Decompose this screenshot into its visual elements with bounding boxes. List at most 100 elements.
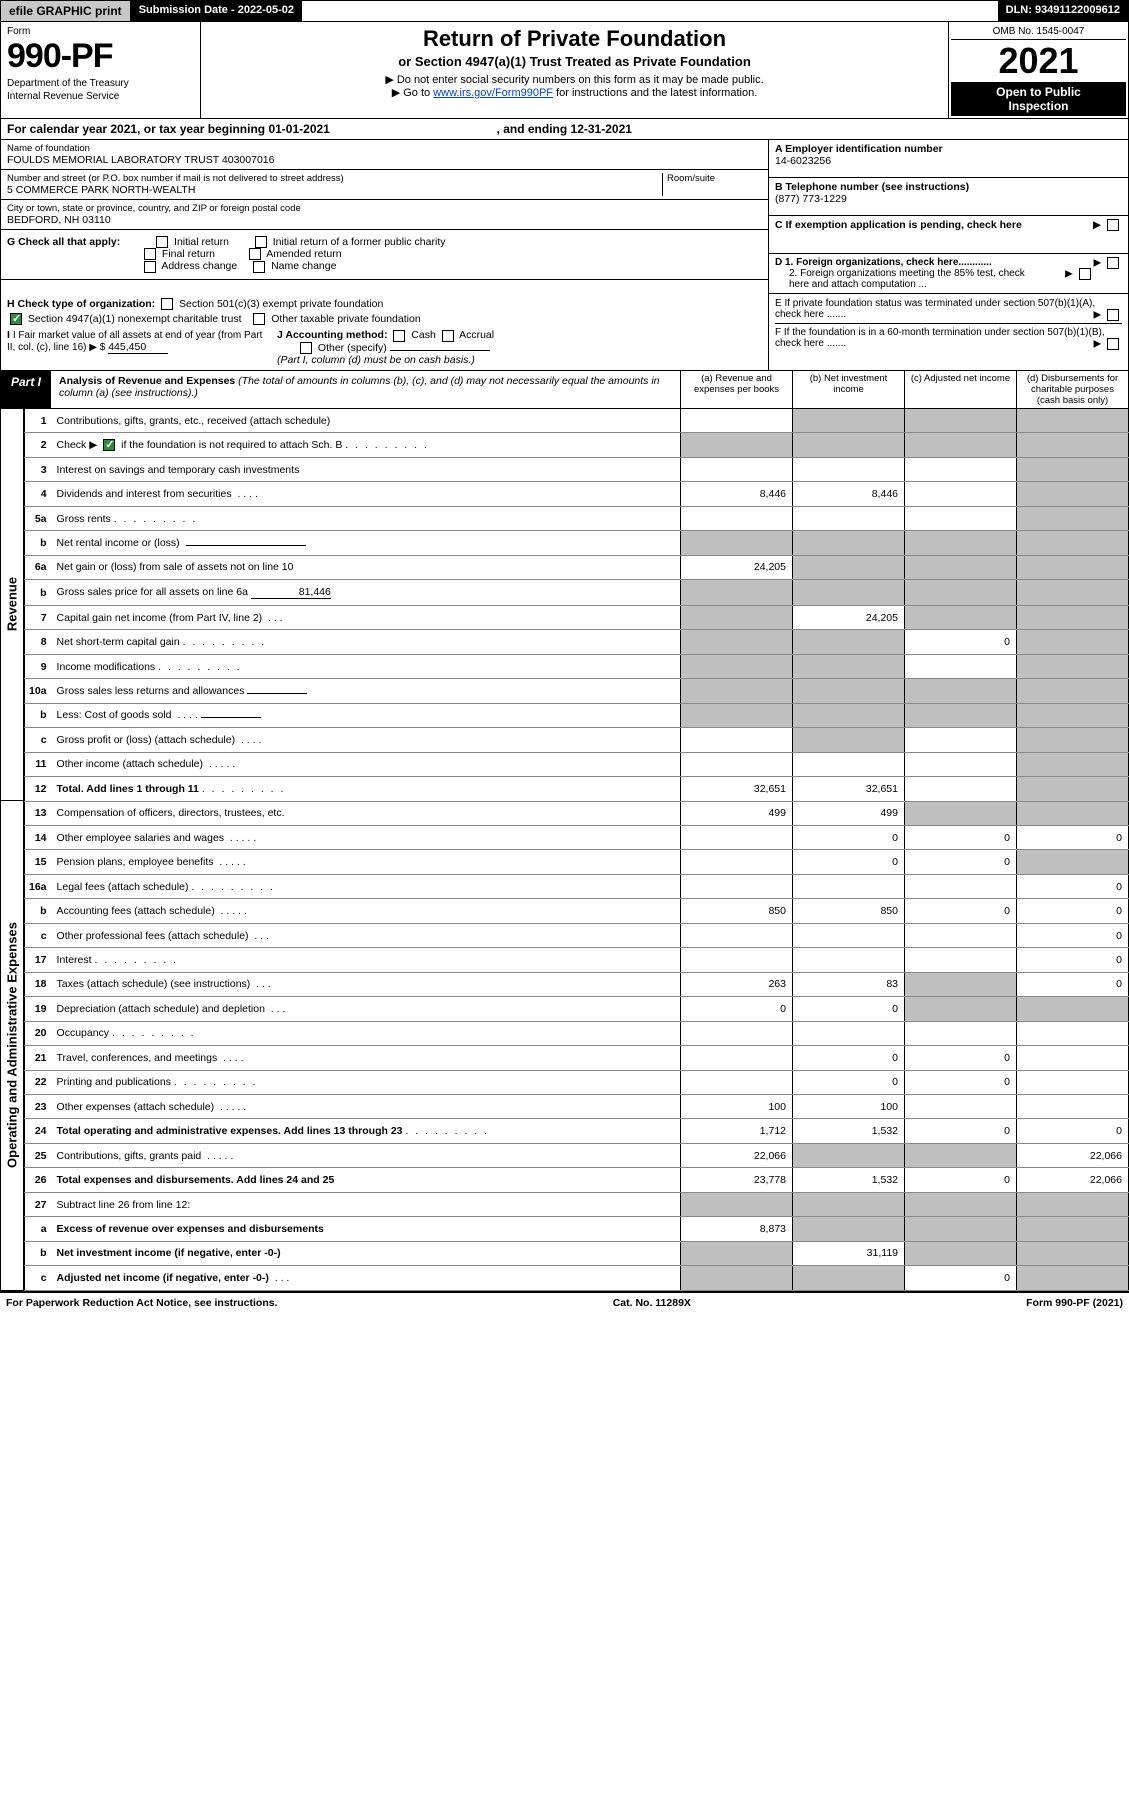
expenses-side-label: Operating and Administrative Expenses bbox=[0, 801, 24, 1291]
calendar-year-row: For calendar year 2021, or tax year begi… bbox=[0, 119, 1129, 140]
4947a1-check[interactable] bbox=[10, 313, 22, 325]
amended-return-check[interactable] bbox=[249, 248, 261, 260]
submission-date: Submission Date - 2022-05-02 bbox=[131, 1, 302, 21]
table-row: 13Compensation of officers, directors, t… bbox=[25, 801, 1129, 825]
table-row: cGross profit or (loss) (attach schedule… bbox=[25, 728, 1129, 752]
initial-return-check[interactable] bbox=[156, 236, 168, 248]
d-check-cell: D 1. Foreign organizations, check here..… bbox=[769, 254, 1128, 294]
table-row: 20Occupancy bbox=[25, 1021, 1129, 1045]
form-header: Form 990-PF Department of the Treasury I… bbox=[0, 22, 1129, 119]
table-row: aExcess of revenue over expenses and dis… bbox=[25, 1217, 1129, 1241]
table-row: 9Income modifications bbox=[25, 654, 1129, 678]
form-ref: Form 990-PF (2021) bbox=[1026, 1297, 1123, 1309]
table-row: 26Total expenses and disbursements. Add … bbox=[25, 1168, 1129, 1192]
form-label: Form bbox=[7, 26, 194, 37]
page-footer: For Paperwork Reduction Act Notice, see … bbox=[0, 1291, 1129, 1313]
form-id-box: Form 990-PF Department of the Treasury I… bbox=[1, 22, 201, 118]
table-row: 21Travel, conferences, and meetings . . … bbox=[25, 1046, 1129, 1070]
table-row: bNet investment income (if negative, ent… bbox=[25, 1241, 1129, 1265]
form-number: 990-PF bbox=[7, 37, 194, 76]
form-title: Return of Private Foundation bbox=[209, 26, 940, 52]
fmv-value: 445,450 bbox=[108, 341, 168, 354]
open-public-badge: Open to PublicInspection bbox=[951, 82, 1126, 116]
table-row: 4Dividends and interest from securities … bbox=[25, 482, 1129, 506]
dept-label: Department of the Treasury bbox=[7, 78, 194, 89]
ein-cell: A Employer identification number 14-6023… bbox=[769, 140, 1128, 178]
exemption-pending-check[interactable] bbox=[1107, 219, 1119, 231]
table-row: 14Other employee salaries and wages . . … bbox=[25, 826, 1129, 850]
table-row: 3Interest on savings and temporary cash … bbox=[25, 457, 1129, 481]
paperwork-notice: For Paperwork Reduction Act Notice, see … bbox=[6, 1297, 278, 1309]
other-taxable-check[interactable] bbox=[253, 313, 265, 325]
table-row: bLess: Cost of goods sold . . . . bbox=[25, 703, 1129, 727]
col-a-head: (a) Revenue and expenses per books bbox=[680, 371, 792, 408]
table-row: 16aLegal fees (attach schedule) 0 bbox=[25, 874, 1129, 898]
other-method-check[interactable] bbox=[300, 342, 312, 354]
instr-1: ▶ Do not enter social security numbers o… bbox=[209, 73, 940, 86]
part1-table: 1Contributions, gifts, grants, etc., rec… bbox=[24, 409, 1129, 1291]
sch-b-check[interactable] bbox=[103, 439, 115, 451]
cash-check[interactable] bbox=[393, 330, 405, 342]
table-row: bGross sales price for all assets on lin… bbox=[25, 580, 1129, 606]
tax-year: 2021 bbox=[951, 40, 1126, 82]
phone-cell: B Telephone number (see instructions) (8… bbox=[769, 178, 1128, 216]
g-checks: G Check all that apply: Initial return I… bbox=[1, 230, 768, 280]
table-row: 7Capital gain net income (from Part IV, … bbox=[25, 605, 1129, 629]
60-month-check[interactable] bbox=[1107, 338, 1119, 350]
table-row: bNet rental income or (loss) bbox=[25, 531, 1129, 555]
c-check-cell: C If exemption application is pending, c… bbox=[769, 216, 1128, 254]
name-change-check[interactable] bbox=[253, 261, 265, 273]
table-row: 10aGross sales less returns and allowanc… bbox=[25, 679, 1129, 703]
table-row: 1Contributions, gifts, grants, etc., rec… bbox=[25, 409, 1129, 433]
table-row: 27Subtract line 26 from line 12: bbox=[25, 1192, 1129, 1216]
address-cell: Number and street (or P.O. box number if… bbox=[1, 170, 768, 200]
table-row: 15Pension plans, employee benefits . . .… bbox=[25, 850, 1129, 874]
table-row: 18Taxes (attach schedule) (see instructi… bbox=[25, 972, 1129, 996]
table-row: bAccounting fees (attach schedule) . . .… bbox=[25, 899, 1129, 923]
table-row: 22Printing and publications 00 bbox=[25, 1070, 1129, 1094]
cat-no: Cat. No. 11289X bbox=[613, 1297, 691, 1309]
entity-info: Name of foundation FOULDS MEMORIAL LABOR… bbox=[0, 140, 1129, 294]
section-h-i-j: H Check type of organization: Section 50… bbox=[0, 294, 1129, 371]
table-row: 11Other income (attach schedule) . . . .… bbox=[25, 752, 1129, 776]
table-row: 12Total. Add lines 1 through 11 32,65132… bbox=[25, 777, 1129, 801]
top-bar: efile GRAPHIC print Submission Date - 20… bbox=[0, 0, 1129, 22]
form-title-box: Return of Private Foundation or Section … bbox=[201, 22, 948, 118]
part1-header: Part I Analysis of Revenue and Expenses … bbox=[0, 371, 1129, 409]
table-row: cOther professional fees (attach schedul… bbox=[25, 923, 1129, 947]
table-row: 17Interest 0 bbox=[25, 948, 1129, 972]
final-return-check[interactable] bbox=[144, 248, 156, 260]
revenue-side-label: Revenue bbox=[0, 409, 24, 801]
foundation-name-cell: Name of foundation FOULDS MEMORIAL LABOR… bbox=[1, 140, 768, 170]
part1-table-wrap: Revenue Operating and Administrative Exp… bbox=[0, 409, 1129, 1291]
accrual-check[interactable] bbox=[442, 330, 454, 342]
table-row: cAdjusted net income (if negative, enter… bbox=[25, 1266, 1129, 1291]
501c3-check[interactable] bbox=[161, 298, 173, 310]
col-b-head: (b) Net investment income bbox=[792, 371, 904, 408]
efile-print-button[interactable]: efile GRAPHIC print bbox=[1, 1, 131, 21]
instr-2: ▶ Go to www.irs.gov/Form990PF for instru… bbox=[209, 86, 940, 99]
part1-label: Part I bbox=[1, 371, 51, 408]
dln-label: DLN: 93491122009612 bbox=[998, 1, 1128, 21]
table-row: 23Other expenses (attach schedule) . . .… bbox=[25, 1094, 1129, 1118]
table-row: 8Net short-term capital gain 0 bbox=[25, 630, 1129, 654]
address-change-check[interactable] bbox=[144, 261, 156, 273]
foreign-org-check[interactable] bbox=[1107, 257, 1119, 269]
year-box: OMB No. 1545-0047 2021 Open to PublicIns… bbox=[948, 22, 1128, 118]
irs-label: Internal Revenue Service bbox=[7, 91, 194, 102]
table-row: 25Contributions, gifts, grants paid . . … bbox=[25, 1143, 1129, 1167]
omb-number: OMB No. 1545-0047 bbox=[951, 24, 1126, 40]
status-terminated-check[interactable] bbox=[1107, 309, 1119, 321]
initial-former-check[interactable] bbox=[255, 236, 267, 248]
table-row: 19Depreciation (attach schedule) and dep… bbox=[25, 997, 1129, 1021]
table-row: 2Check ▶ if the foundation is not requir… bbox=[25, 433, 1129, 458]
form-subtitle: or Section 4947(a)(1) Trust Treated as P… bbox=[209, 54, 940, 69]
instructions-link[interactable]: www.irs.gov/Form990PF bbox=[433, 87, 553, 99]
table-row: 5aGross rents bbox=[25, 506, 1129, 530]
col-d-head: (d) Disbursements for charitable purpose… bbox=[1016, 371, 1128, 408]
foreign-85-check[interactable] bbox=[1079, 268, 1091, 280]
col-c-head: (c) Adjusted net income bbox=[904, 371, 1016, 408]
table-row: 6aNet gain or (loss) from sale of assets… bbox=[25, 555, 1129, 579]
city-cell: City or town, state or province, country… bbox=[1, 200, 768, 230]
table-row: 24Total operating and administrative exp… bbox=[25, 1119, 1129, 1143]
